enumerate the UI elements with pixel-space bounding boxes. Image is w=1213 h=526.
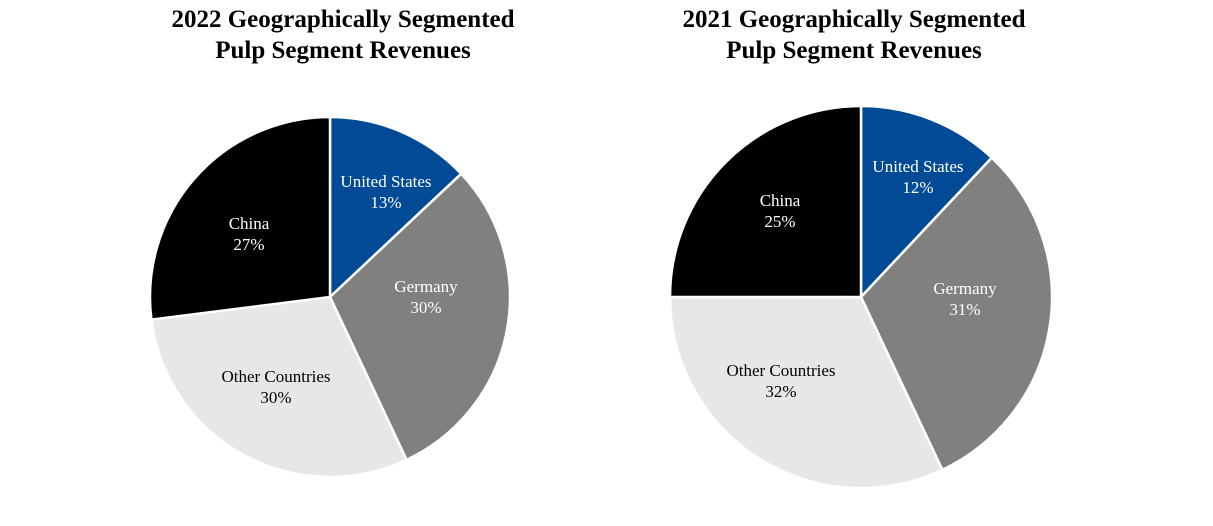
chart-title-2021-line-1: 2021 Geographically Segmented <box>682 6 1026 33</box>
pie-slice-united-states-2021 <box>859 104 993 299</box>
slice-value-united-states-2022: 13% <box>370 193 401 212</box>
slice-name-other-countries-2021: Other Countries <box>726 361 835 380</box>
slice-name-united-states-2022: United States <box>340 172 431 191</box>
slice-value-other-countries-2021: 32% <box>765 382 796 401</box>
slice-label-germany-2021: Germany 31% <box>933 279 997 319</box>
pie-slice-other-countries-2022 <box>150 295 408 479</box>
slice-label-united-states-2022: United States 13% <box>340 172 431 212</box>
pie-slice-united-states-2022 <box>328 115 463 299</box>
slice-label-china-2021: China 25% <box>760 191 801 231</box>
slice-name-china-2021: China <box>760 191 801 210</box>
slice-name-china-2022: China <box>229 214 270 233</box>
chart-title-2022-line-1: 2022 Geographically Segmented <box>171 6 515 33</box>
chart-title-2022: 2022 Geographically Segmented Pulp Segme… <box>123 4 563 66</box>
pie-slice-germany-2021 <box>859 156 1054 472</box>
slice-value-germany-2021: 31% <box>949 300 980 319</box>
slice-value-china-2021: 25% <box>764 212 795 231</box>
pie-slice-china-2021 <box>668 104 863 299</box>
chart-title-2021: 2021 Geographically Segmented Pulp Segme… <box>634 4 1074 66</box>
slice-label-other-countries-2021: Other Countries 32% <box>726 361 835 401</box>
slice-label-united-states-2021: United States 12% <box>872 157 963 197</box>
slice-value-united-states-2021: 12% <box>902 178 933 197</box>
slice-name-united-states-2021: United States <box>872 157 963 176</box>
slice-label-china-2022: China 27% <box>229 214 270 254</box>
chart-title-2022-line-2: Pulp Segment Revenues <box>215 37 471 64</box>
slice-value-other-countries-2022: 30% <box>260 388 291 407</box>
slice-label-other-countries-2022: Other Countries 30% <box>221 367 330 407</box>
slice-name-germany-2021: Germany <box>933 279 997 298</box>
slice-name-other-countries-2022: Other Countries <box>221 367 330 386</box>
slice-value-germany-2022: 30% <box>410 298 441 317</box>
slice-label-germany-2022: Germany 30% <box>394 277 458 317</box>
pie-slice-germany-2022 <box>328 172 512 462</box>
pie-slice-china-2022 <box>148 115 332 321</box>
slice-value-china-2022: 27% <box>233 235 264 254</box>
chart-title-2021-line-2: Pulp Segment Revenues <box>726 37 982 64</box>
slice-name-germany-2022: Germany <box>394 277 458 296</box>
pie-slice-other-countries-2021 <box>668 295 944 490</box>
